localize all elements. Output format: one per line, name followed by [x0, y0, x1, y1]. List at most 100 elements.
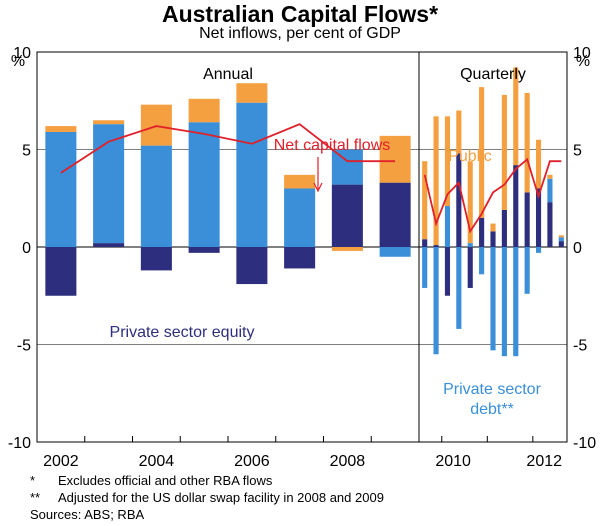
bar-private-sector-debt — [535, 247, 542, 253]
bar-private-sector-debt — [444, 206, 451, 247]
bar-private-sector-debt — [479, 247, 485, 275]
annotation-public: Public — [448, 148, 492, 165]
bar-public — [444, 116, 451, 207]
left-unit-label: % — [11, 53, 25, 70]
bars — [45, 67, 564, 357]
footnote-1-mark: * — [30, 473, 36, 488]
bar-private-sector-debt — [93, 124, 125, 244]
y-tick-label-left: 10 — [13, 45, 31, 62]
net-capital-flows-line-group — [60, 123, 562, 234]
annotation-arrow-head — [313, 182, 323, 193]
x-tick-label: 2012 — [526, 453, 562, 470]
bar-private-sector-equity — [467, 247, 473, 288]
bar-private-sector-equity — [535, 188, 542, 247]
bar-private-sector-equity — [490, 231, 496, 247]
bar-private-sector-equity — [188, 247, 220, 253]
y-tick-label-right: -10 — [573, 435, 596, 452]
bar-private-sector-debt — [188, 122, 220, 247]
bar-public — [379, 135, 411, 183]
annotation-private-sector-debt-line1: Private sector — [443, 381, 541, 398]
footnote-2-text: Adjusted for the US dollar swap facility… — [58, 490, 384, 505]
annotation-net-capital-flows: Net capital flows — [274, 137, 391, 154]
bar-private-sector-debt — [331, 149, 363, 185]
bar-private-sector-debt — [284, 188, 316, 247]
plot-frame — [36, 51, 568, 443]
bar-private-sector-debt — [524, 247, 530, 294]
bar-private-sector-debt — [140, 145, 172, 247]
bar-private-sector-equity — [547, 202, 553, 247]
bar-private-sector-debt — [456, 247, 462, 329]
bar-private-sector-equity — [284, 247, 316, 269]
x-tick-label: 2006 — [234, 453, 270, 470]
bar-private-sector-equity — [379, 182, 411, 247]
bar-public — [331, 247, 363, 251]
footnote-2-mark: ** — [30, 490, 41, 505]
bar-public — [188, 98, 220, 123]
footnotes: * Excludes official and other RBA flows *… — [30, 472, 384, 523]
bar-public — [501, 94, 507, 210]
x-tick-label: 2010 — [435, 453, 471, 470]
bar-public — [513, 67, 519, 166]
bar-private-sector-debt — [433, 247, 439, 355]
bar-private-sector-equity — [558, 241, 564, 247]
bar-private-sector-debt — [379, 247, 411, 257]
bar-private-sector-equity — [140, 247, 172, 271]
y-tick-label-right: 5 — [573, 143, 582, 160]
bar-private-sector-debt — [490, 247, 496, 351]
bar-private-sector-debt — [501, 247, 507, 357]
bar-public — [547, 174, 553, 179]
bar-private-sector-equity — [444, 247, 451, 296]
chart-subtitle: Net inflows, per cent of GDP — [199, 25, 401, 42]
bar-public — [456, 110, 462, 154]
bar-private-sector-debt — [45, 131, 77, 247]
y-tick-label-left: 0 — [22, 240, 31, 257]
x-tick-label: 2004 — [139, 453, 175, 470]
panel-label-quarterly: Quarterly — [460, 66, 526, 83]
chart-title: Australian Capital Flows* — [161, 1, 439, 27]
bar-public — [467, 161, 473, 244]
footnote-1-text: Excludes official and other RBA flows — [58, 473, 273, 488]
bar-public — [45, 126, 77, 132]
bar-public — [140, 104, 172, 146]
bar-private-sector-equity — [513, 165, 519, 247]
bar-private-sector-debt — [547, 178, 553, 203]
bar-private-sector-debt — [236, 102, 268, 247]
bar-private-sector-equity — [433, 245, 439, 247]
bar-public — [284, 174, 316, 189]
net-capital-flows-line-annual — [60, 123, 396, 174]
x-tick-label: 2008 — [330, 453, 366, 470]
bar-public — [490, 223, 496, 232]
annotation-private-sector-equity: Private sector equity — [110, 324, 255, 341]
bar-private-sector-debt — [467, 243, 473, 247]
y-tick-label-right: -5 — [573, 338, 587, 355]
bar-public — [558, 235, 564, 238]
bar-private-sector-debt — [422, 247, 428, 288]
bar-public — [433, 116, 439, 246]
bar-public — [93, 120, 125, 125]
x-tick-label: 2002 — [43, 453, 79, 470]
annotation-private-sector-debt-line2: debt** — [470, 401, 514, 418]
capital-flows-chart: 10 10 5 5 0 0 -5 -5 -10 -10 2002 2004 2006 2008 2010 20… — [8, 45, 596, 470]
bar-private-sector-equity — [422, 239, 428, 247]
bar-public — [524, 92, 530, 193]
bar-private-sector-debt — [513, 247, 519, 357]
y-tick-label-left: -5 — [17, 338, 31, 355]
y-tick-label-right: 0 — [573, 240, 582, 257]
sources-line: Sources: ABS; RBA — [30, 507, 145, 522]
bar-private-sector-equity — [524, 192, 530, 247]
net-capital-flows-line-quarterly — [423, 157, 562, 234]
bar-private-sector-debt — [558, 237, 564, 242]
bar-private-sector-equity — [501, 209, 507, 247]
y-tick-label-left: -10 — [8, 435, 31, 452]
axes: 10 10 5 5 0 0 -5 -5 -10 -10 2002 2004 2006 2008 2010 20… — [8, 45, 596, 470]
bar-private-sector-equity — [456, 153, 462, 247]
bar-public — [535, 139, 542, 189]
footnote-1: * Excludes official and other RBA flows — [30, 472, 384, 489]
bar-private-sector-equity — [45, 247, 77, 296]
right-unit-label: % — [576, 53, 590, 70]
bar-private-sector-equity — [236, 247, 268, 285]
bar-public — [422, 161, 428, 240]
bar-private-sector-equity — [479, 217, 485, 247]
panel-label-annual: Annual — [203, 66, 253, 83]
bar-public — [236, 83, 268, 103]
